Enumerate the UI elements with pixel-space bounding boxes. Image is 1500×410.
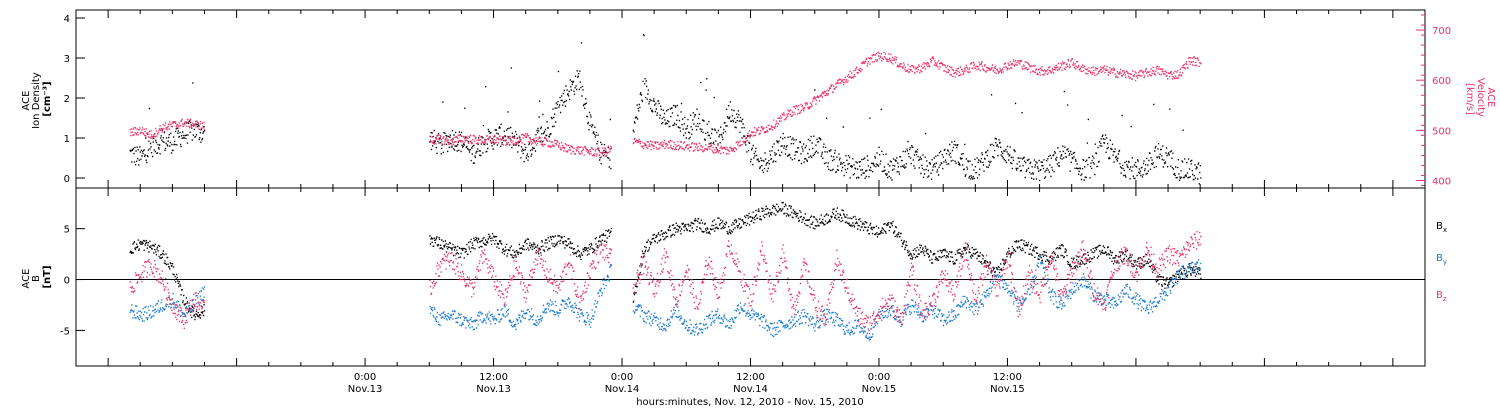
velocity-tick-label: 500 [1432,126,1451,137]
density-tick-label: 4 [64,14,70,25]
time-axis-title: hours:minutes, Nov. 12, 2010 - Nov. 15, … [636,397,864,408]
velocity-tick-label: 700 [1432,26,1451,37]
b-axis-ticks: -5 0 5 [60,225,85,337]
density-axis-title-line-2: Ion Density [31,72,42,129]
date-tick-label: Nov.15 [990,384,1025,395]
date-tick-label: Nov.15 [862,384,897,395]
b-axis-title-line-2: B [31,275,42,282]
time-tick-label: 0:00 [354,372,376,383]
time-tick-label: 12:00 [479,372,508,383]
bottom-panel-frame [75,187,1426,367]
date-tick-label: Nov.13 [348,384,383,395]
density-axis-ticks: 0 1 2 3 4 [64,14,85,185]
date-tick-label: Nov.14 [733,384,768,395]
magnetic-field-marks [129,201,1202,341]
time-axis-labels: 0:00Nov.1312:00Nov.130:00Nov.1412:00Nov.… [348,372,1025,395]
solar-wind-velocity-points-segment-3 [632,51,1202,155]
velocity-tick-label: 400 [1432,176,1451,187]
velocity-axis-ticks: 400 500 600 700 [1416,14,1451,187]
density-axis-title-line-1: ACE [21,91,32,111]
density-tick-label: 1 [64,134,70,145]
b-tick-label: 0 [64,276,70,287]
density-velocity-panel: 0 1 2 3 4 400 500 600 700 ACE Ion Density [cm⁻³… [21,9,1496,189]
time-tick-label: 12:00 [736,372,765,383]
bottom-panel-time-ticks [75,188,1426,366]
date-tick-label: Nov.14 [605,384,640,395]
legend-bx: Bx [1436,221,1447,234]
b-axis-title-line-1: ACE [21,269,32,289]
bx-points-segment-2 [429,227,613,261]
time-tick-label: 12:00 [993,372,1022,383]
density-tick-label: 3 [64,54,70,65]
density-tick-label: 2 [64,94,70,105]
bz-points-segment-3 [632,231,1202,335]
b-axis-title: ACE B [nT] [21,265,53,288]
legend-by: By [1436,253,1447,266]
by-points-segment-3 [632,253,1202,341]
legend-by-subscript: y [1443,258,1447,266]
velocity-tick-label: 600 [1432,76,1451,87]
legend-bz-symbol: B [1436,290,1443,301]
density-axis-title: ACE Ion Density [cm⁻³] [21,69,53,129]
date-tick-label: Nov.13 [476,384,511,395]
legend-bx-subscript: x [1443,226,1447,234]
b-axis-title-line-3: [nT] [42,265,53,288]
time-tick-label: 0:00 [868,372,890,383]
ion-density-points-segment-2 [429,42,613,170]
b-tick-label: 5 [64,225,70,236]
density-velocity-marks [129,34,1202,185]
bz-points-segment-2 [429,242,613,310]
density-tick-label: 0 [64,174,70,185]
ion-density-points-segment-3 [632,34,1202,185]
top-panel-time-ticks [75,10,1426,188]
bx-points-segment-3 [632,201,1202,303]
velocity-axis-title-line-3: [km/s] [1464,83,1475,115]
b-tick-label: -5 [60,326,70,337]
by-points-segment-2 [429,264,613,331]
time-tick-label: 0:00 [611,372,633,383]
solar-wind-velocity-points-segment-1 [129,118,206,140]
velocity-axis-title-line-2: Velocity [1475,78,1486,117]
solar-wind-velocity-points-segment-2 [429,133,613,158]
density-axis-title-line-3: [cm⁻³] [42,81,53,116]
velocity-axis-title-line-1: ACE [1485,87,1496,107]
velocity-axis-title: ACE Velocity [km/s] [1464,78,1496,120]
legend-bz-subscript: z [1443,295,1447,303]
legend-bz: Bz [1436,290,1447,303]
legend-bx-symbol: B [1436,221,1443,232]
bz-points-segment-1 [129,258,206,329]
legend-by-symbol: B [1436,253,1443,264]
